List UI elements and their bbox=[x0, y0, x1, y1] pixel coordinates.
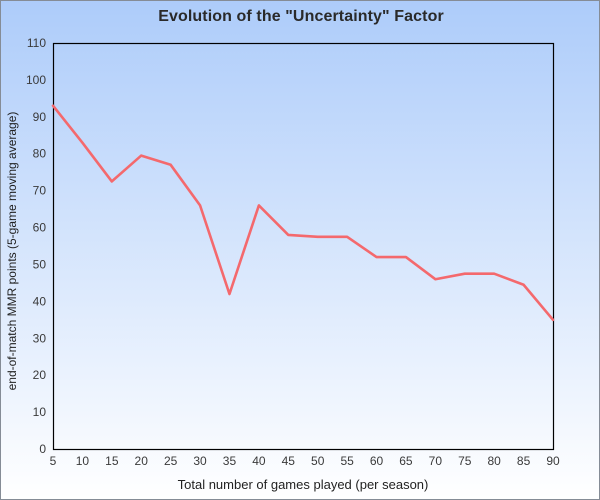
x-tick-label: 10 bbox=[76, 454, 90, 468]
x-tick-label: 90 bbox=[546, 454, 560, 468]
y-tick-label: 0 bbox=[39, 442, 46, 456]
x-tick-label: 25 bbox=[164, 454, 178, 468]
series-line bbox=[51, 104, 555, 322]
x-tick-label: 55 bbox=[340, 454, 354, 468]
x-tick-label: 45 bbox=[282, 454, 296, 468]
y-tick-label: 40 bbox=[33, 294, 47, 308]
y-tick-label: 110 bbox=[27, 36, 46, 50]
y-tick-label: 60 bbox=[33, 221, 47, 235]
y-tick-label: 50 bbox=[33, 257, 47, 271]
y-tick-label: 100 bbox=[26, 73, 46, 87]
plot-border bbox=[52, 42, 555, 451]
y-tick-label: 10 bbox=[33, 405, 47, 419]
x-tick-label: 35 bbox=[223, 454, 237, 468]
x-tick-label: 30 bbox=[193, 454, 207, 468]
y-tick-label: 20 bbox=[33, 368, 47, 382]
x-tick-label: 60 bbox=[370, 454, 384, 468]
y-axis-title: end-of-match MMR points (5-game moving a… bbox=[5, 111, 19, 391]
y-tick-label: 70 bbox=[33, 184, 47, 198]
y-tick-label: 30 bbox=[33, 331, 47, 345]
x-tick-label: 50 bbox=[311, 454, 325, 468]
x-axis-title: Total number of games played (per season… bbox=[177, 477, 429, 492]
x-tick-label: 70 bbox=[429, 454, 443, 468]
y-tick-label: 90 bbox=[33, 110, 47, 124]
x-tick-label: 40 bbox=[252, 454, 266, 468]
x-tick-label: 85 bbox=[517, 454, 531, 468]
x-tick-label: 20 bbox=[135, 454, 149, 468]
x-tick-label: 65 bbox=[399, 454, 413, 468]
chart-title: Evolution of the "Uncertainty" Factor bbox=[158, 8, 444, 25]
x-tick-label: 75 bbox=[458, 454, 472, 468]
x-tick-label: 80 bbox=[487, 454, 501, 468]
y-tick-label: 80 bbox=[33, 147, 47, 161]
x-tick-label: 15 bbox=[105, 454, 119, 468]
x-tick-label: 5 bbox=[50, 454, 57, 468]
